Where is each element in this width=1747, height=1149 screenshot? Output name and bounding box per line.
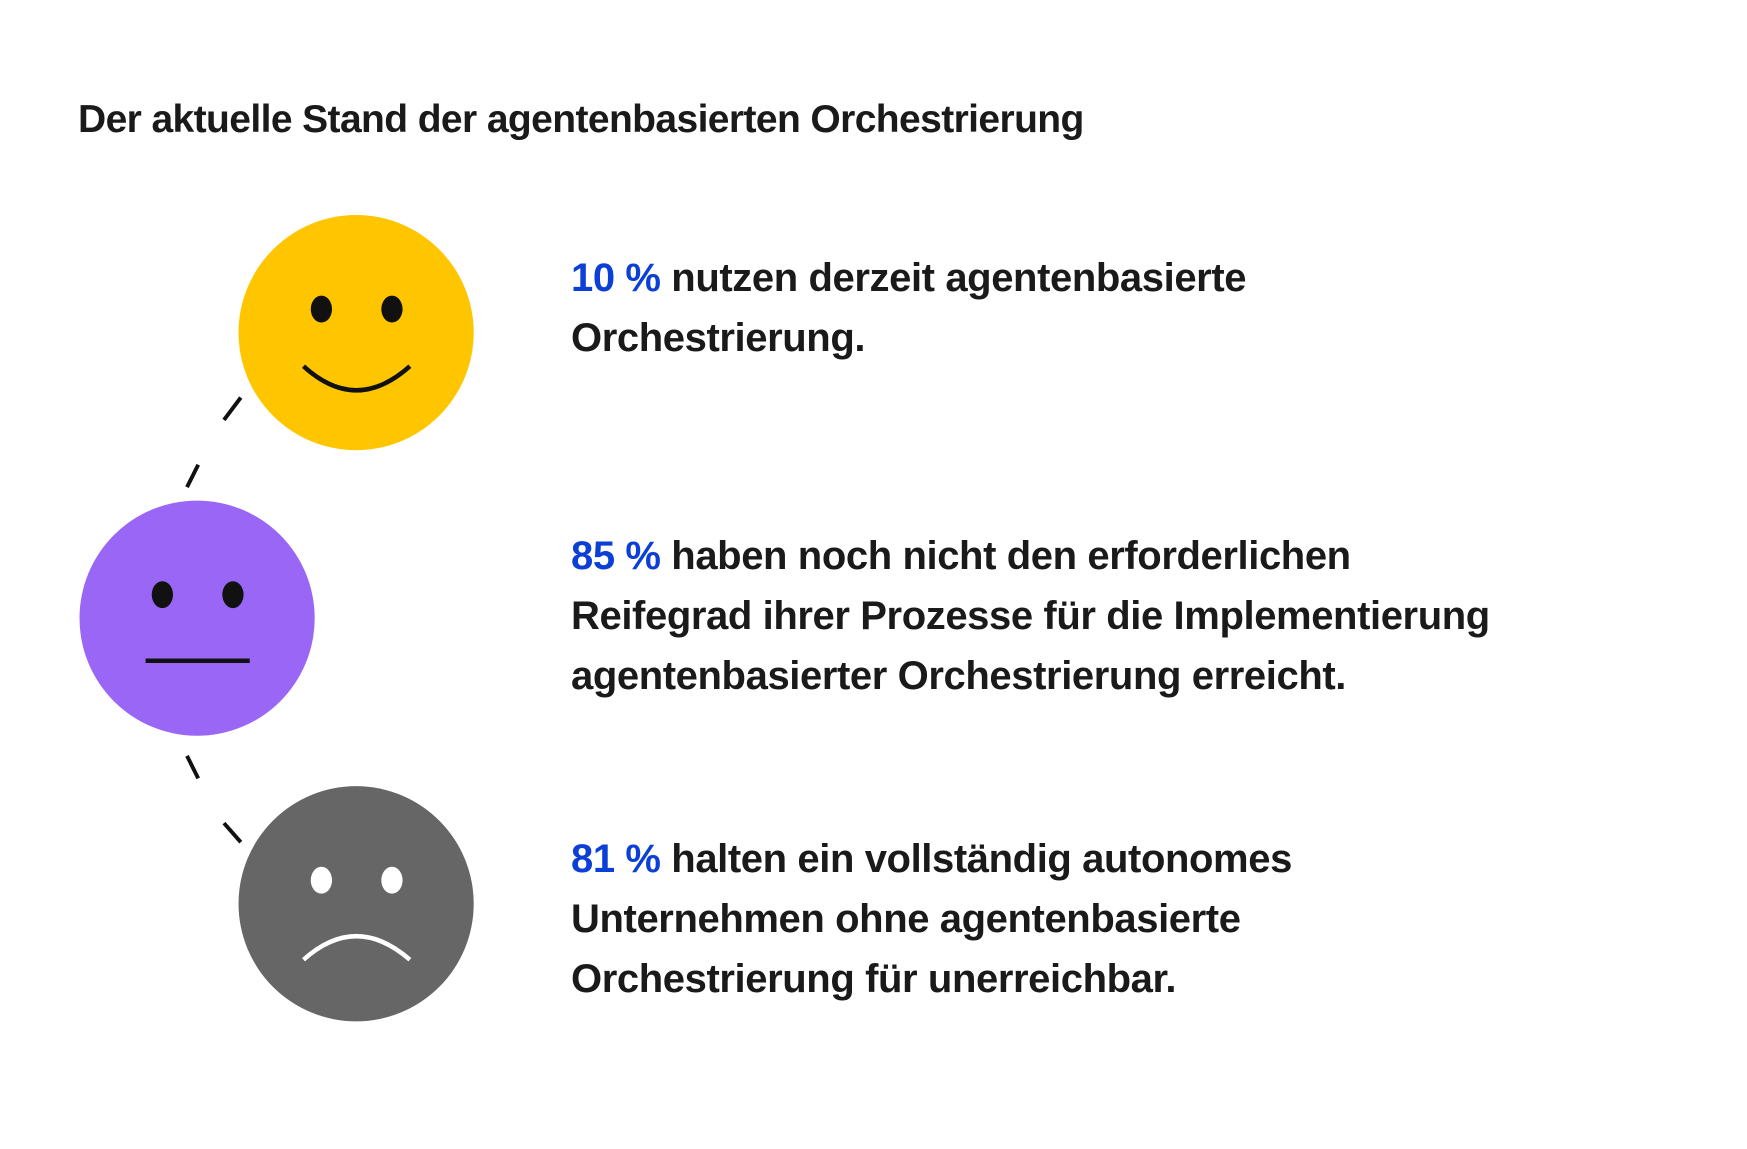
neutral-face-icon [79,500,315,736]
stat-line: 10 % nutzen derzeit agentenbasierte [571,248,1247,308]
stat-text: Unternehmen ohne agentenbasierte [571,897,1241,941]
stat-text: haben noch nicht den erforderlichen [671,534,1351,578]
stat-text: nutzen derzeit agentenbasierte [671,256,1247,300]
stat-line: 85 % haben noch nicht den erforderlichen [571,526,1490,586]
dashed-connector [185,396,243,844]
page-title: Der aktuelle Stand der agentenbasierten … [78,98,1084,141]
stat-line: 81 % halten ein vollständig autonomes [571,829,1292,889]
stat-text: Reifegrad ihrer Prozesse für die Impleme… [571,594,1490,638]
stat-text: agentenbasierter Orchestrierung erreicht… [571,654,1346,698]
stat-percent: 10 % [571,256,661,300]
stat-text: halten ein vollständig autonomes [671,837,1292,881]
sad-face-icon [238,786,474,1022]
stat-block-using: 10 % nutzen derzeit agentenbasierte Orch… [571,248,1247,368]
happy-face-icon [238,215,474,451]
stat-block-autonomous: 81 % halten ein vollständig autonomes Un… [571,829,1292,1009]
stat-block-maturity: 85 % haben noch nicht den erforderlichen… [571,526,1490,706]
stat-text: Orchestrierung für unerreichbar. [571,957,1177,1001]
stat-percent: 85 % [571,534,661,578]
stat-percent: 81 % [571,837,661,881]
stat-text: Orchestrierung. [571,316,866,360]
